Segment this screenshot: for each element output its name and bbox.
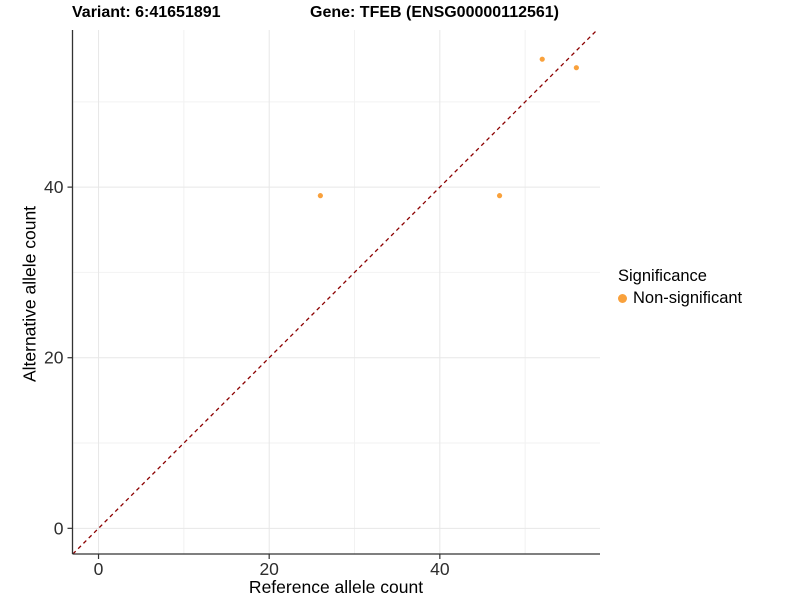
gene-title: Gene: TFEB (ENSG00000112561) bbox=[310, 4, 560, 21]
x-tick-label: 20 bbox=[259, 559, 279, 579]
data-point bbox=[573, 65, 579, 71]
legend-point-icon bbox=[618, 294, 627, 303]
legend-item-non-significant: Non-significant bbox=[618, 289, 742, 308]
y-tick-label: 20 bbox=[44, 348, 64, 368]
variant-title: Variant: 6:41651891 bbox=[72, 4, 221, 21]
legend: Significance Non-significant bbox=[618, 267, 742, 308]
x-tick-label: 0 bbox=[94, 559, 104, 579]
x-axis-label: Reference allele count bbox=[248, 577, 424, 597]
legend-item-label: Non-significant bbox=[633, 289, 743, 307]
data-point bbox=[496, 193, 503, 199]
x-tick-label: 40 bbox=[430, 559, 450, 579]
legend-title: Significance bbox=[618, 267, 707, 285]
data-point bbox=[539, 56, 545, 62]
y-tick-label: 40 bbox=[44, 177, 64, 197]
y-tick-label: 0 bbox=[54, 518, 64, 538]
identity-line bbox=[72, 29, 598, 555]
data-point bbox=[317, 193, 323, 199]
